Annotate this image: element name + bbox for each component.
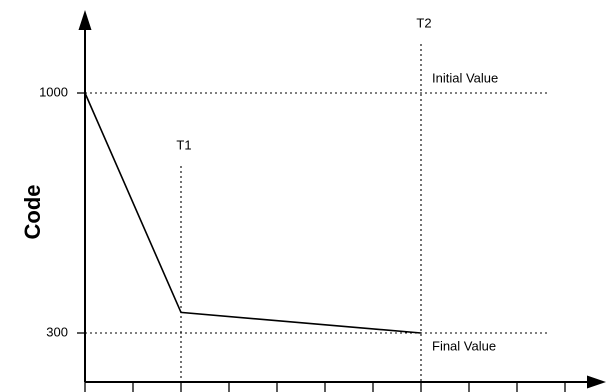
reference-line-label: Initial Value: [432, 70, 498, 85]
x-axis-arrow: [587, 375, 606, 389]
y-tick-label: 300: [46, 324, 68, 339]
axes: [78, 10, 606, 389]
reference-lines: [77, 44, 547, 382]
labels: 1000 Initial Value 300 Final Value T1 T2: [39, 15, 498, 353]
x-ticks: [84, 382, 566, 392]
y-axis-label: Code: [20, 185, 45, 240]
series-line: [84, 92, 422, 334]
y-axis-arrow: [78, 10, 92, 30]
reference-line-label: T2: [416, 15, 431, 30]
y-tick-label: 1000: [39, 84, 68, 99]
reference-line-label: T1: [176, 137, 191, 152]
reference-line-label: Final Value: [432, 338, 496, 353]
